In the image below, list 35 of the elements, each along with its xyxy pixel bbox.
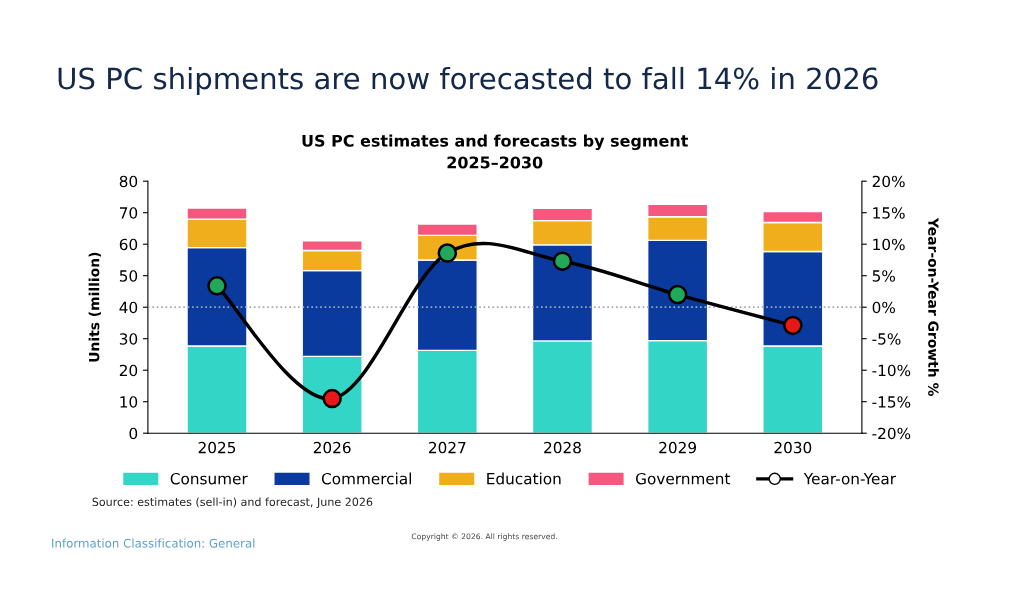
y2-tick-label: 20% [872,175,905,188]
y-tick-label: 70 [119,207,138,219]
y2-tick-label: 0% [872,301,896,314]
text: Information Classification: General [52,538,255,548]
x-tick-label: 2027 [429,441,466,454]
y2-tick-label: 15% [873,207,905,219]
y2-tick-label: -10% [872,364,911,377]
y-tick-label: 10 [120,396,138,408]
y-tick-label: 40 [119,301,138,314]
legend-label: Year-on-Year [803,473,897,485]
y2-tick-label: 5% [872,270,896,282]
x-tick-label: 2028 [544,441,581,454]
y2-tick-label: -20% [872,427,911,440]
y2-axis-title: Year-on-Year Growth % [928,217,939,397]
source-note: Source: estimates (sell-in) and forecast, June 2026 [92,497,373,509]
y-tick-label: 20 [119,364,138,377]
y-tick-label: 0 [129,427,138,440]
x-tick-label: 2026 [313,441,351,454]
legend-label: Government [636,472,731,485]
y2-tick-label: 10% [873,238,905,251]
y2-tick-label: -15% [872,396,911,408]
y2-tick-label: -5% [872,333,901,345]
y-tick-label: 80 [119,175,138,188]
x-tick-label: 2030 [774,441,812,454]
y-axis-title: Units (million) [88,252,102,362]
chart-subtitle: US PC estimates and forecasts by segment 2025–2030 [302,134,688,169]
x-tick-label: 2029 [659,441,697,454]
y-tick-label: 30 [119,333,138,345]
legend-label: Consumer [170,472,248,485]
y-tick-label: 60 [119,238,138,251]
y-tick-label: 50 [119,270,138,282]
legend-label: Education [487,472,561,485]
legend-label: Commercial [321,472,411,485]
chart-title: US PC shipments are now forecasted to fall 14% in 2026 [58,66,878,96]
x-tick-label: 2025 [198,441,236,454]
